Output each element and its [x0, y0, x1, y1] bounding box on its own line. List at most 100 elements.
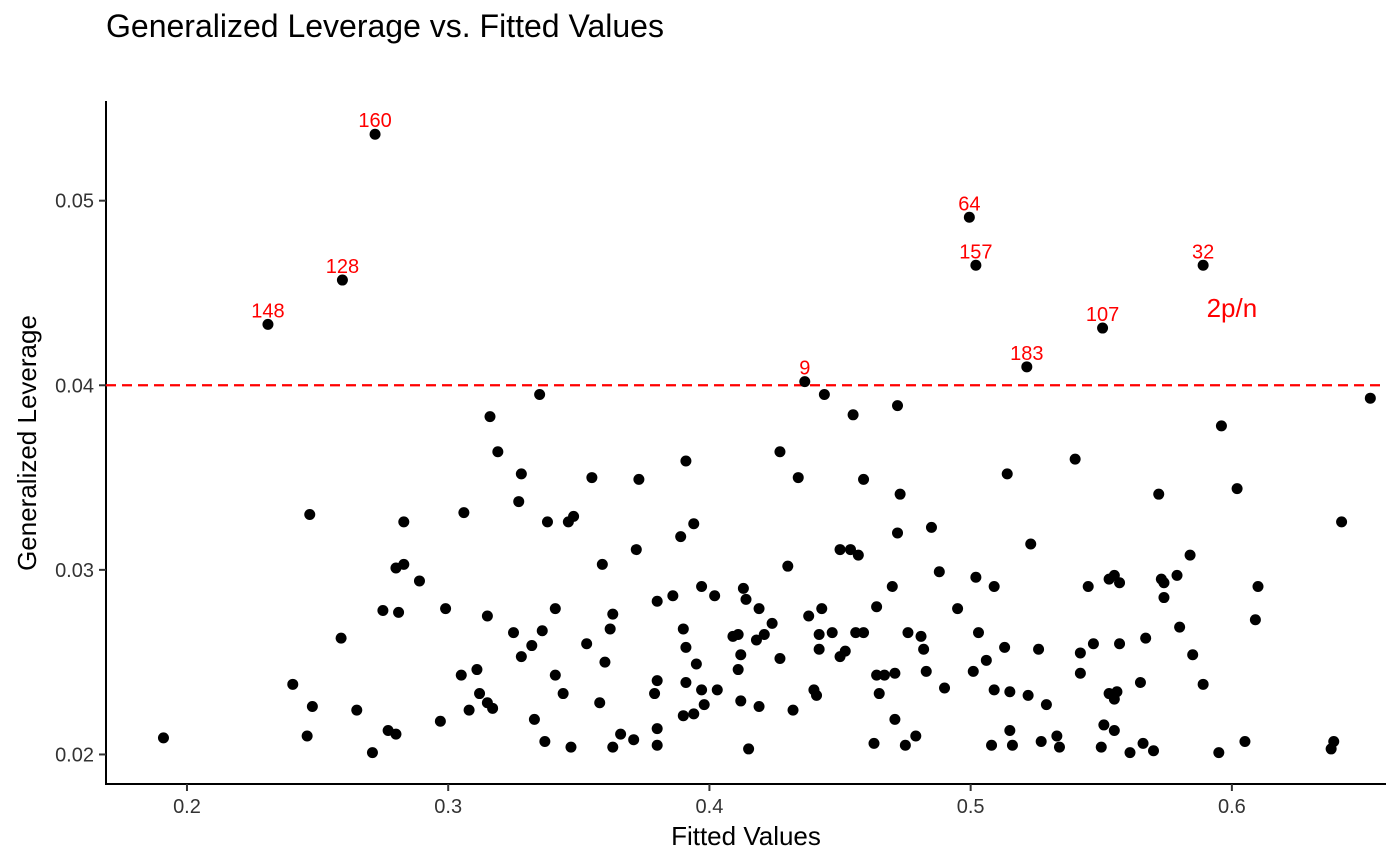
- data-point: [871, 669, 883, 681]
- data-point: [607, 608, 619, 620]
- point-label: 107: [1086, 304, 1119, 326]
- data-point: [816, 603, 828, 615]
- data-point: [1140, 632, 1152, 644]
- data-point: [1069, 453, 1081, 465]
- y-tick-label: 0.04: [55, 375, 94, 397]
- data-point: [667, 590, 679, 602]
- data-point: [753, 700, 765, 712]
- data-point: [539, 736, 551, 748]
- data-point: [1158, 592, 1170, 604]
- data-point: [986, 739, 998, 751]
- data-point: [750, 634, 762, 646]
- data-point: [850, 627, 862, 639]
- data-point: [939, 682, 951, 694]
- data-point: [366, 747, 378, 759]
- data-point: [792, 472, 804, 484]
- data-point: [1004, 686, 1016, 698]
- point-label: 128: [326, 256, 359, 278]
- data-point: [1051, 730, 1063, 742]
- data-point: [304, 508, 316, 520]
- data-point: [549, 669, 561, 681]
- data-point: [484, 411, 496, 423]
- data-point: [925, 521, 937, 533]
- data-point: [1249, 614, 1261, 626]
- point-label: 9: [799, 358, 810, 380]
- data-point: [1197, 678, 1209, 690]
- data-point: [628, 734, 640, 746]
- data-point: [1114, 638, 1126, 650]
- axes: [105, 101, 1386, 785]
- data-point: [972, 627, 984, 639]
- data-point: [651, 723, 663, 735]
- data-point: [811, 689, 823, 701]
- point-labels: 160 64 157 32 128 148 107 183 9: [251, 110, 1214, 379]
- data-point: [1006, 739, 1018, 751]
- data-point: [458, 507, 470, 519]
- data-point: [651, 675, 663, 687]
- data-point: [889, 713, 901, 725]
- data-point: [1095, 741, 1107, 753]
- data-point: [413, 575, 425, 587]
- labeled-data-point: [1097, 322, 1109, 334]
- data-point: [633, 473, 645, 485]
- data-point: [594, 697, 606, 709]
- data-point: [774, 446, 786, 458]
- data-point: [1053, 741, 1065, 753]
- y-axis-label: Generalized Leverage: [12, 315, 42, 571]
- data-point: [604, 623, 616, 635]
- data-point: [677, 710, 689, 722]
- data-point: [839, 645, 851, 657]
- data-point: [732, 628, 744, 640]
- x-tick-label: 0.4: [696, 796, 724, 818]
- data-point: [526, 640, 538, 652]
- data-point: [630, 544, 642, 556]
- data-point: [988, 580, 1000, 592]
- data-point: [1174, 621, 1186, 633]
- y-ticks: 0.02 0.03 0.04 0.05: [55, 191, 106, 766]
- data-point: [1364, 392, 1376, 404]
- data-point: [696, 580, 708, 592]
- data-point: [1328, 736, 1340, 748]
- data-point: [1004, 724, 1016, 736]
- data-point: [1108, 724, 1120, 736]
- data-point: [1187, 649, 1199, 661]
- x-tick-label: 0.2: [173, 796, 201, 818]
- data-point: [740, 593, 752, 605]
- data-point: [735, 695, 747, 707]
- data-point: [1111, 686, 1123, 698]
- data-point: [1336, 516, 1348, 528]
- data-point: [970, 571, 982, 583]
- data-point: [513, 496, 525, 508]
- data-point: [732, 664, 744, 676]
- data-point: [1239, 736, 1251, 748]
- data-point: [1074, 667, 1086, 679]
- data-point: [599, 656, 611, 668]
- data-point: [1231, 483, 1243, 495]
- data-point: [481, 610, 493, 622]
- data-point: [508, 627, 520, 639]
- y-tick-label: 0.03: [55, 560, 94, 582]
- data-point: [351, 704, 363, 716]
- data-point: [581, 638, 593, 650]
- data-point: [892, 400, 904, 412]
- data-point: [933, 566, 945, 578]
- data-point: [393, 606, 405, 618]
- data-point: [758, 628, 770, 640]
- data-point: [826, 627, 838, 639]
- data-point: [1082, 580, 1094, 592]
- data-point: [737, 582, 749, 594]
- data-point: [301, 730, 313, 742]
- data-point: [858, 473, 870, 485]
- data-point: [649, 688, 661, 700]
- data-point: [858, 627, 870, 639]
- data-point: [434, 715, 446, 727]
- data-point: [675, 531, 687, 543]
- data-point: [852, 549, 864, 561]
- data-point: [743, 743, 755, 755]
- data-point: [398, 558, 410, 570]
- data-point: [688, 708, 700, 720]
- data-point: [813, 628, 825, 640]
- data-point: [1184, 549, 1196, 561]
- x-tick-label: 0.6: [1218, 796, 1246, 818]
